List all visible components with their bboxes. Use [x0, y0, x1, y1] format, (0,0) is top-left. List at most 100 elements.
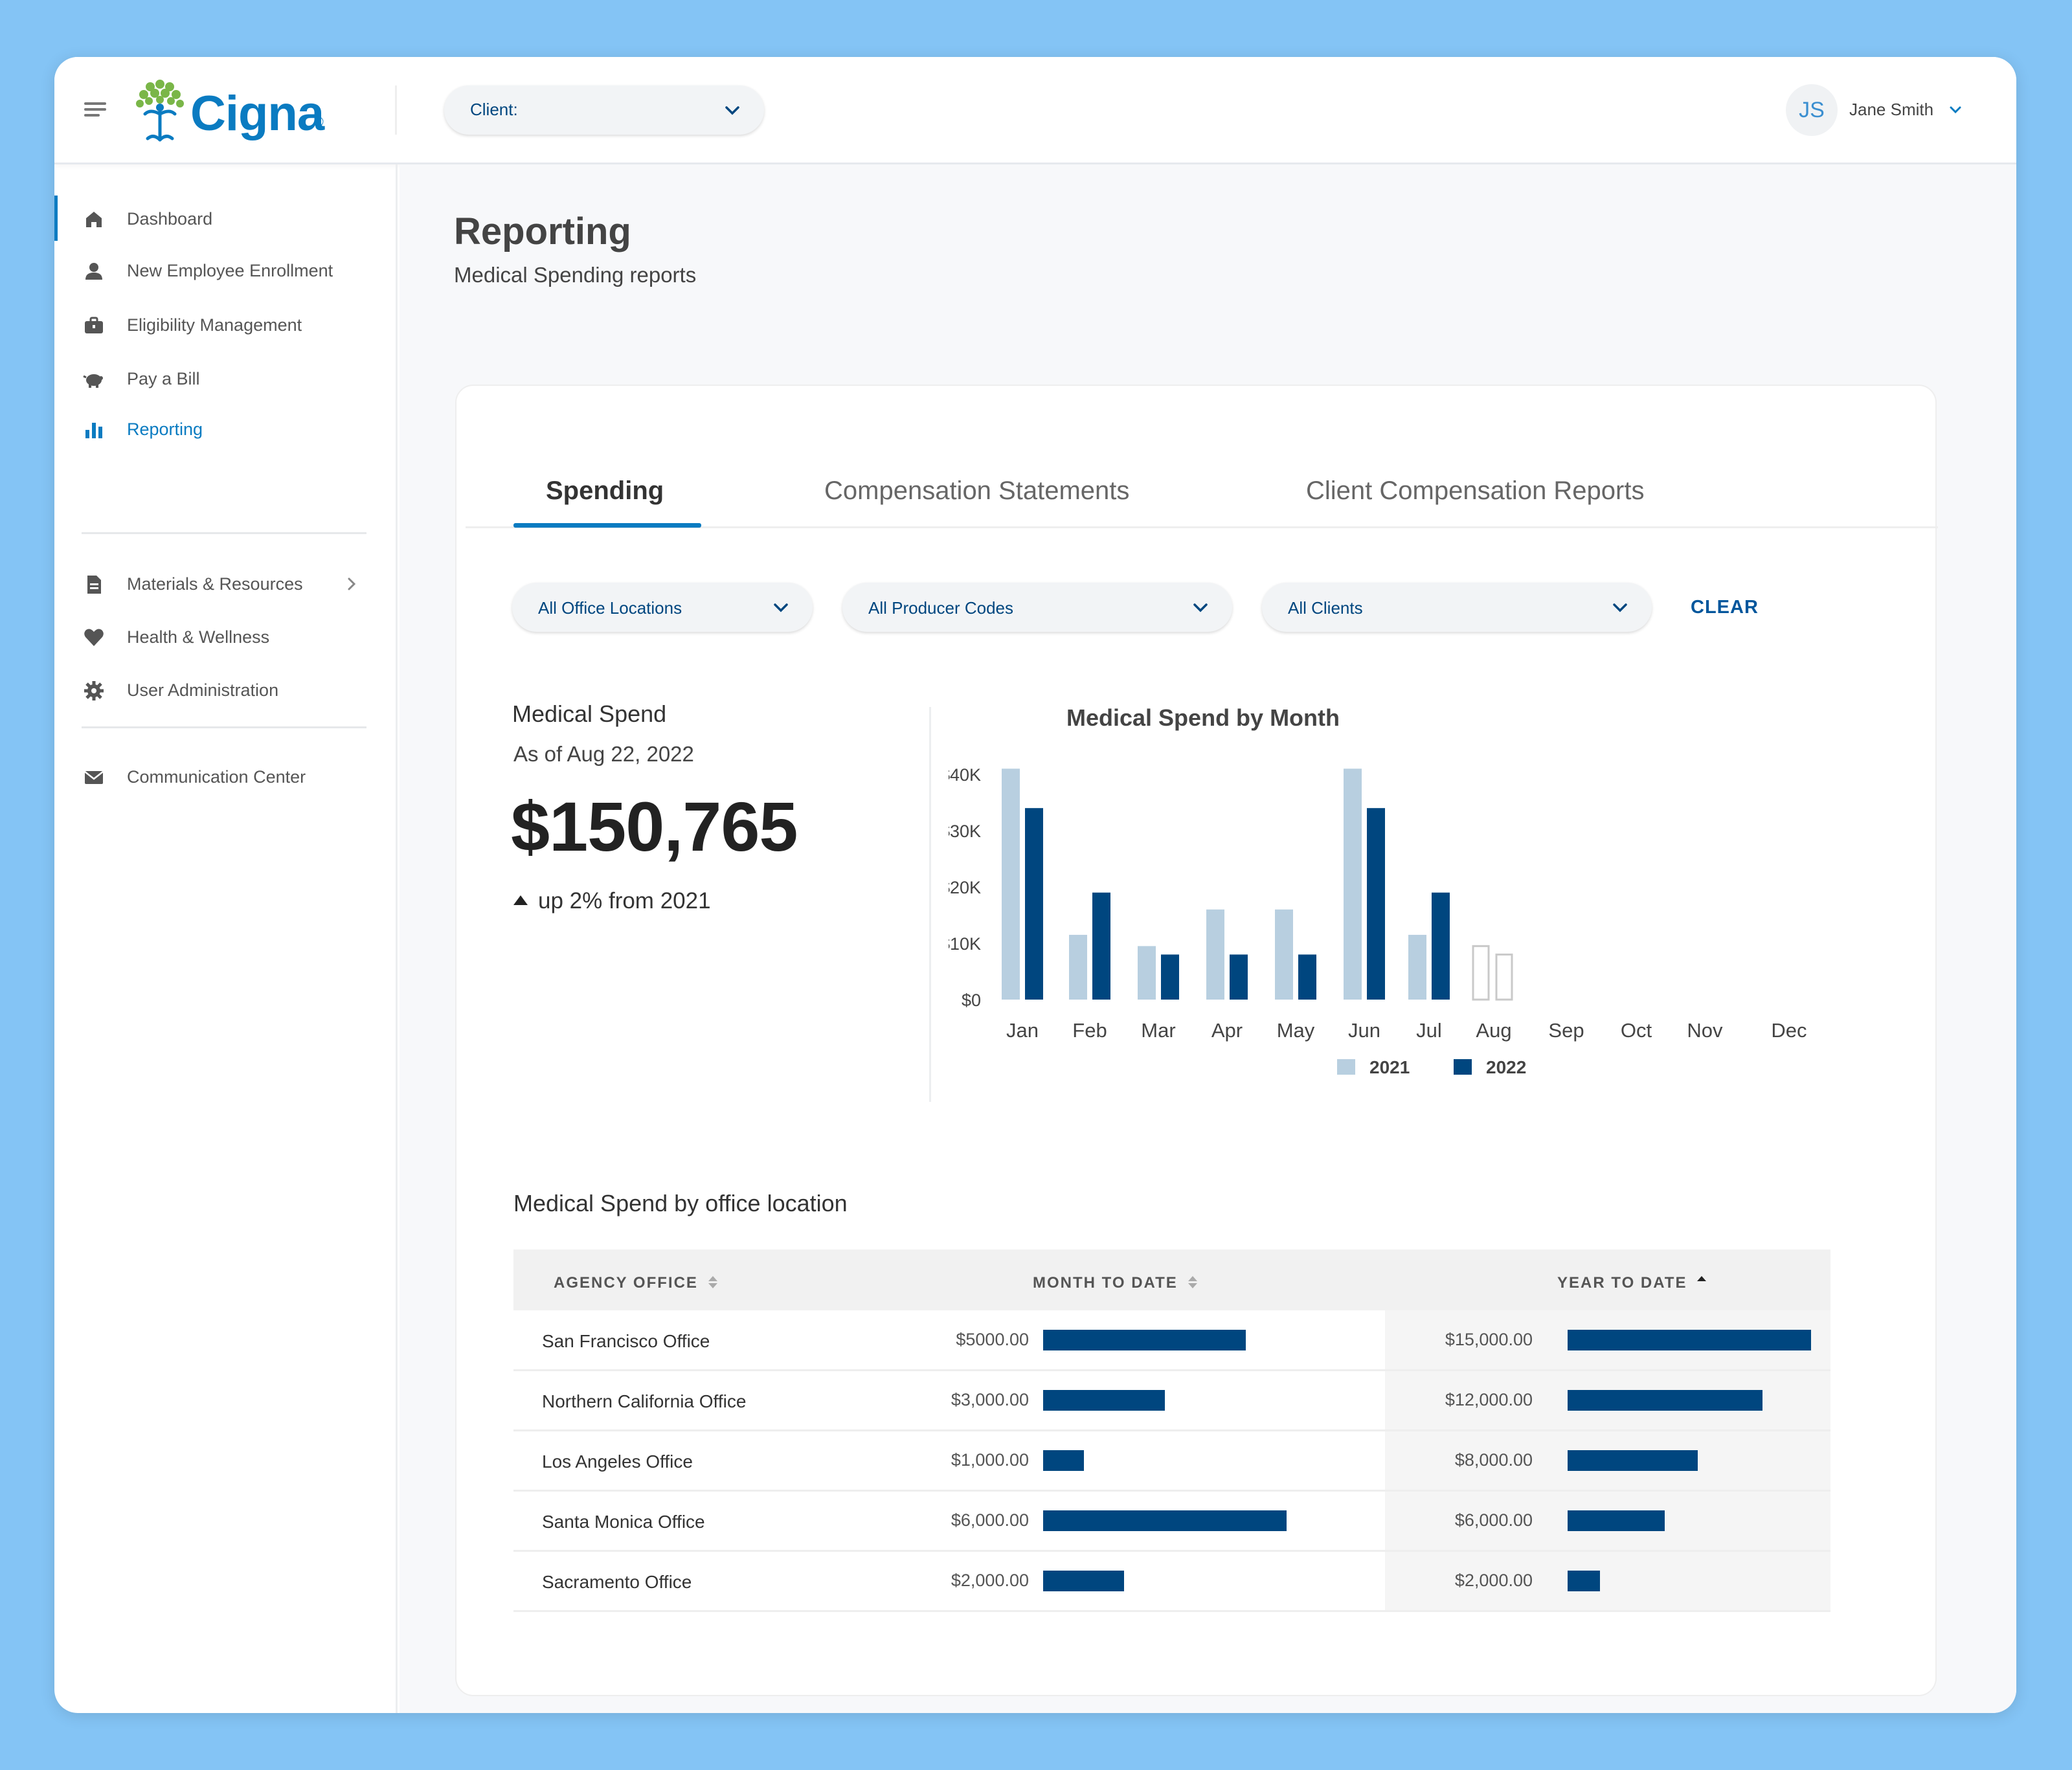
sidebar-item-reporting[interactable]: Reporting: [54, 409, 398, 450]
x-tick-label: Jul: [1416, 1019, 1442, 1042]
legend-swatch-2021: [1337, 1059, 1355, 1075]
chevron-down-icon: [1613, 603, 1627, 612]
chart-title: Medical Spend by Month: [1066, 704, 1340, 731]
x-tick-label: Mar: [1141, 1019, 1175, 1042]
year-to-date-value: $2,000.00: [1454, 1571, 1533, 1590]
bar-2021-may: [1275, 909, 1293, 1000]
clients-filter-label: All Clients: [1288, 598, 1363, 618]
producer-code-filter[interactable]: All Producer Codes: [842, 583, 1232, 632]
y-tick-label: $40K: [949, 765, 981, 785]
year-to-date-bar: [1568, 1510, 1665, 1531]
cigna-logo[interactable]: Cigna ®: [131, 75, 325, 146]
column-header-agency-office[interactable]: AGENCY OFFICE: [554, 1274, 717, 1292]
chevron-down-icon: [774, 603, 788, 612]
client-select-label: Client:: [470, 100, 518, 119]
sidebar-item-label: Health & Wellness: [127, 627, 270, 647]
clear-filters-button[interactable]: CLEAR: [1691, 597, 1759, 618]
app-window: Cigna ® Client: JS Jane Smith Dashboard …: [54, 57, 2016, 1713]
table-row[interactable]: Sacramento Office $2,000.00 $2,000.00: [513, 1551, 1830, 1612]
y-tick-label: $20K: [949, 878, 981, 897]
medical-spend-date: As of Aug 22, 2022: [513, 742, 694, 766]
agency-office-cell: San Francisco Office: [542, 1331, 710, 1351]
table-row[interactable]: Northern California Office $3,000.00 $12,0…: [513, 1371, 1830, 1431]
month-to-date-bar: [1043, 1390, 1165, 1411]
x-tick-label: Oct: [1621, 1019, 1652, 1042]
chevron-down-icon[interactable]: [1948, 102, 1963, 118]
user-name[interactable]: Jane Smith: [1849, 100, 1934, 119]
menu-icon[interactable]: [84, 100, 106, 119]
legend-label: 2022: [1486, 1057, 1526, 1077]
bar-2021-mar: [1138, 946, 1156, 1000]
sidebar-active-indicator: [54, 196, 58, 241]
sidebar-item-eligibility-management[interactable]: Eligibility Management: [54, 304, 398, 346]
year-to-date-value: $8,000.00: [1454, 1450, 1533, 1470]
bar-2021-apr: [1206, 909, 1224, 1000]
medical-spend-by-month-chart: $40K $30K $20K $10K $0 Jan Feb Mar Apr May Jun Jul A…: [949, 765, 1807, 1077]
tab-client-compensation-reports[interactable]: Client Compensation Reports: [1306, 476, 1645, 505]
bar-chart-icon: [85, 423, 102, 438]
bar-2021-jul: [1408, 934, 1426, 1000]
y-tick-label: $10K: [949, 934, 981, 954]
sort-ascending-icon: [1697, 1276, 1707, 1288]
office-location-filter[interactable]: All Office Locations: [512, 583, 813, 632]
reporting-card: Spending Compensation Statements Client …: [455, 385, 1938, 1696]
legend-swatch-2022: [1454, 1059, 1472, 1075]
column-header-month-to-date[interactable]: MONTH TO DATE: [1033, 1274, 1197, 1292]
month-to-date-value: $2,000.00: [951, 1571, 1029, 1590]
sidebar-item-pay-a-bill[interactable]: Pay a Bill: [54, 358, 398, 399]
sidebar-item-dashboard[interactable]: Dashboard: [54, 198, 398, 240]
month-to-date-value: $5000.00: [956, 1330, 1029, 1349]
x-tick-label: Sep: [1548, 1019, 1584, 1042]
month-to-date-bar: [1043, 1571, 1125, 1591]
sidebar-item-label: Pay a Bill: [127, 369, 200, 388]
bar-2022-aug: [1495, 953, 1513, 1001]
avatar[interactable]: JS: [1786, 84, 1838, 136]
month-to-date-bar: [1043, 1330, 1246, 1350]
logo-wordmark: Cigna: [190, 86, 324, 141]
header-divider: [395, 85, 397, 135]
month-to-date-value: $3,000.00: [951, 1390, 1029, 1409]
x-tick-label: Jan: [1006, 1019, 1039, 1042]
envelope-icon: [84, 771, 104, 784]
table-row[interactable]: Santa Monica Office $6,000.00 $6,000.00: [513, 1491, 1830, 1552]
sidebar-item-communication-center[interactable]: Communication Center: [54, 756, 398, 798]
main-content: Reporting Medical Spending reports Spend…: [400, 164, 2016, 1713]
month-to-date-bar: [1043, 1510, 1287, 1531]
y-tick-label: $0: [962, 991, 981, 1010]
x-tick-label: Dec: [1771, 1019, 1807, 1042]
x-tick-label: Jun: [1348, 1019, 1380, 1042]
agency-office-cell: Sacramento Office: [542, 1572, 692, 1592]
sidebar-item-materials-resources[interactable]: Materials & Resources: [54, 563, 398, 605]
sidebar-item-user-administration[interactable]: User Administration: [54, 669, 398, 711]
chevron-right-icon: [348, 577, 356, 590]
legend-label: 2021: [1369, 1057, 1410, 1077]
client-select[interactable]: Client:: [444, 85, 764, 135]
sidebar-item-label: Dashboard: [127, 209, 213, 229]
sidebar-divider: [82, 726, 366, 728]
clients-filter[interactable]: All Clients: [1262, 583, 1652, 632]
sidebar-item-label: Reporting: [127, 420, 203, 439]
piggy-bank-icon: [83, 374, 103, 388]
sidebar-item-label: New Employee Enrollment: [127, 261, 333, 280]
sidebar-item-label: User Administration: [127, 680, 279, 700]
bar-2022-feb: [1092, 892, 1110, 1000]
page-title: Reporting: [454, 210, 631, 252]
person-icon: [85, 263, 102, 280]
tab-compensation-statements[interactable]: Compensation Statements: [824, 476, 1130, 505]
office-location-filter-label: All Office Locations: [538, 598, 682, 618]
medical-spend-change-text: up 2% from 2021: [538, 888, 711, 913]
sidebar-item-label: Eligibility Management: [127, 315, 302, 335]
month-to-date-bar: [1043, 1450, 1084, 1471]
sidebar-item-health-wellness[interactable]: Health & Wellness: [54, 616, 398, 658]
table-row[interactable]: Los Angeles Office $1,000.00 $8,000.00: [513, 1431, 1830, 1492]
sidebar-item-label: Communication Center: [127, 767, 306, 787]
sidebar: Dashboard New Employee Enrollment Eligib…: [54, 164, 398, 1713]
sidebar-item-new-employee-enrollment[interactable]: New Employee Enrollment: [54, 250, 398, 291]
month-to-date-value: $1,000.00: [951, 1450, 1029, 1470]
column-header-year-to-date[interactable]: YEAR TO DATE: [1557, 1274, 1707, 1292]
x-tick-label: May: [1277, 1019, 1315, 1042]
tab-spending[interactable]: Spending: [546, 476, 664, 505]
year-to-date-value: $6,000.00: [1454, 1510, 1533, 1530]
table-row[interactable]: San Francisco Office $5000.00 $15,000.00: [513, 1310, 1830, 1371]
bar-2021-feb: [1069, 934, 1087, 1000]
